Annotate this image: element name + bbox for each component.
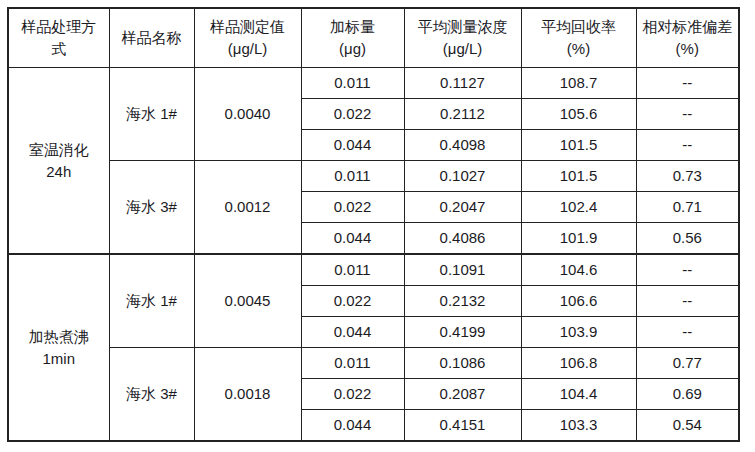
recovery-cell: 102.4	[521, 192, 636, 223]
conc-cell: 0.2087	[404, 379, 521, 410]
base-value-cell: 0.0045	[194, 254, 301, 348]
base-value-cell: 0.0018	[194, 348, 301, 442]
base-value-cell: 0.0012	[194, 161, 301, 255]
table-row: 海水 3# 0.0018 0.011 0.1086 106.8 0.77	[8, 348, 739, 379]
spike-cell: 0.022	[301, 379, 404, 410]
header-avg-concentration: 平均测量浓度 (μg/L)	[404, 8, 521, 68]
conc-cell: 0.4199	[404, 317, 521, 348]
header-sample-name: 样品名称	[109, 8, 194, 68]
spike-cell: 0.044	[301, 223, 404, 255]
sample-name-cell: 海水 3#	[109, 161, 194, 255]
rsd-cell: 0.69	[636, 379, 739, 410]
table-row: 加热煮沸 1min 海水 1# 0.0045 0.011 0.1091 104.…	[8, 254, 739, 286]
header-treatment: 样品处理方 式	[8, 8, 109, 68]
spike-cell: 0.022	[301, 286, 404, 317]
recovery-cell: 101.5	[521, 130, 636, 161]
rsd-cell: 0.77	[636, 348, 739, 379]
sample-name-cell: 海水 3#	[109, 348, 194, 442]
recovery-cell: 106.8	[521, 348, 636, 379]
rsd-cell: --	[636, 99, 739, 130]
conc-cell: 0.1086	[404, 348, 521, 379]
header-avg-recovery: 平均回收率 (%)	[521, 8, 636, 68]
rsd-cell: 0.71	[636, 192, 739, 223]
recovery-cell: 108.7	[521, 68, 636, 99]
recovery-cell: 105.6	[521, 99, 636, 130]
base-value-cell: 0.0040	[194, 68, 301, 161]
header-rsd: 相对标准偏差 (%)	[636, 8, 739, 68]
spike-cell: 0.011	[301, 68, 404, 99]
conc-cell: 0.4086	[404, 223, 521, 255]
spike-cell: 0.044	[301, 410, 404, 442]
header-row: 样品处理方 式 样品名称 样品测定值 (μg/L) 加标量 (μg) 平均测量浓…	[8, 8, 739, 68]
treatment-cell: 室温消化 24h	[8, 68, 109, 255]
header-treatment-line2: 式	[11, 38, 107, 60]
spike-cell: 0.011	[301, 348, 404, 379]
table-row: 海水 3# 0.0012 0.011 0.1027 101.5 0.73	[8, 161, 739, 192]
rsd-cell: --	[636, 254, 739, 286]
recovery-cell: 106.6	[521, 286, 636, 317]
rsd-cell: 0.56	[636, 223, 739, 255]
recovery-cell: 104.6	[521, 254, 636, 286]
conc-cell: 0.1091	[404, 254, 521, 286]
rsd-cell: 0.73	[636, 161, 739, 192]
page: 样品处理方 式 样品名称 样品测定值 (μg/L) 加标量 (μg) 平均测量浓…	[0, 0, 755, 452]
conc-cell: 0.2112	[404, 99, 521, 130]
sample-name-cell: 海水 1#	[109, 254, 194, 348]
header-spike-amount: 加标量 (μg)	[301, 8, 404, 68]
recovery-data-table: 样品处理方 式 样品名称 样品测定值 (μg/L) 加标量 (μg) 平均测量浓…	[7, 7, 740, 442]
conc-cell: 0.1127	[404, 68, 521, 99]
recovery-cell: 101.5	[521, 161, 636, 192]
header-measured-value: 样品测定值 (μg/L)	[194, 8, 301, 68]
spike-cell: 0.011	[301, 161, 404, 192]
spike-cell: 0.044	[301, 130, 404, 161]
conc-cell: 0.2047	[404, 192, 521, 223]
recovery-cell: 101.9	[521, 223, 636, 255]
rsd-cell: --	[636, 68, 739, 99]
rsd-cell: --	[636, 317, 739, 348]
recovery-cell: 104.4	[521, 379, 636, 410]
conc-cell: 0.1027	[404, 161, 521, 192]
spike-cell: 0.022	[301, 99, 404, 130]
recovery-cell: 103.9	[521, 317, 636, 348]
rsd-cell: --	[636, 286, 739, 317]
spike-cell: 0.022	[301, 192, 404, 223]
header-treatment-line1: 样品处理方	[11, 16, 107, 38]
recovery-cell: 103.3	[521, 410, 636, 442]
rsd-cell: --	[636, 130, 739, 161]
spike-cell: 0.011	[301, 254, 404, 286]
rsd-cell: 0.54	[636, 410, 739, 442]
conc-cell: 0.4098	[404, 130, 521, 161]
conc-cell: 0.2132	[404, 286, 521, 317]
table-row: 室温消化 24h 海水 1# 0.0040 0.011 0.1127 108.7…	[8, 68, 739, 99]
sample-name-cell: 海水 1#	[109, 68, 194, 161]
treatment-cell: 加热煮沸 1min	[8, 254, 109, 441]
spike-cell: 0.044	[301, 317, 404, 348]
conc-cell: 0.4151	[404, 410, 521, 442]
